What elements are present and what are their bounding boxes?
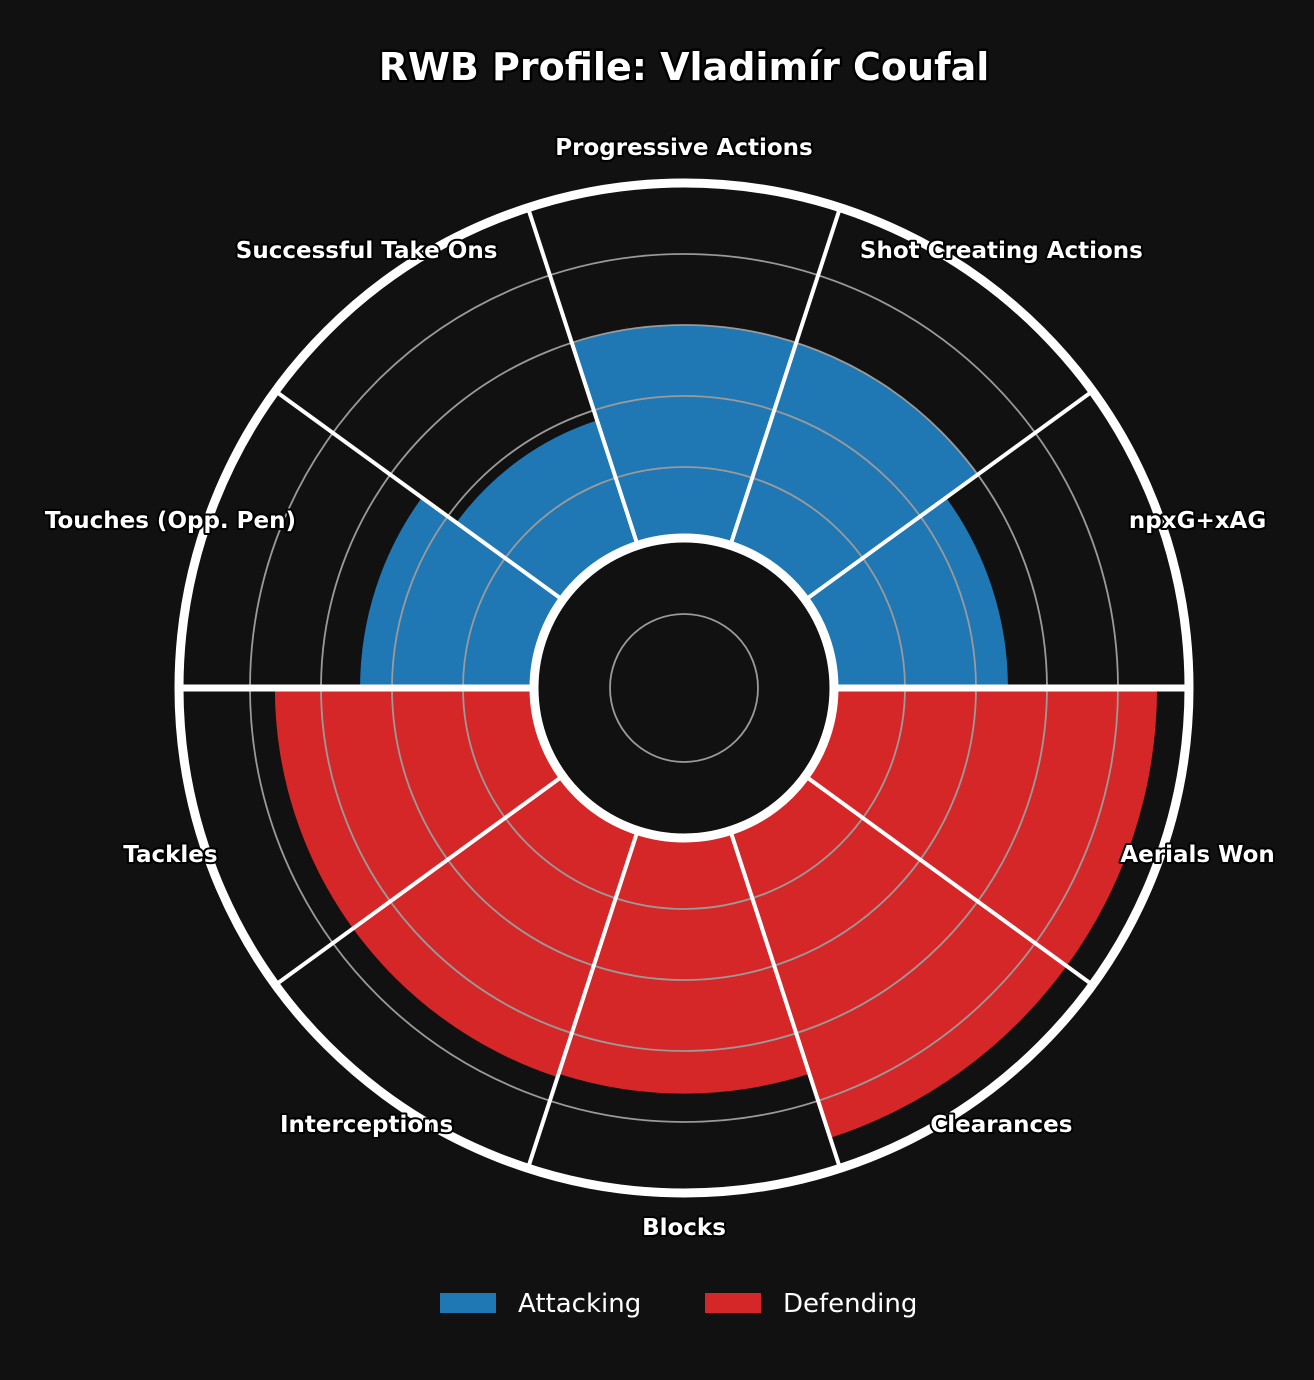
category-label: Aerials Won	[1120, 842, 1274, 868]
spoke	[526, 207, 640, 546]
category-label: Touches (Opp. Pen)	[45, 508, 296, 534]
spoke	[804, 389, 1094, 602]
bar-blocks	[558, 830, 810, 1094]
bar-progressive-actions	[571, 325, 797, 546]
chart-legend: Attacking Defending	[440, 1289, 917, 1319]
center-hub	[529, 533, 839, 843]
spoke	[804, 774, 1094, 987]
bar-touches-opp-pen	[360, 497, 563, 688]
legend-swatch-attacking	[440, 1293, 496, 1313]
spoke	[728, 830, 842, 1169]
legend-swatch-defending	[705, 1293, 761, 1313]
outer-ring	[174, 178, 1194, 1198]
chart-title: RWB Profile: Vladimír Coufal	[379, 45, 990, 89]
legend-label-defending: Defending	[783, 1289, 917, 1319]
bar-npxg-xag	[805, 497, 1008, 688]
category-label: Tackles	[123, 842, 217, 868]
category-label: Blocks	[642, 1215, 726, 1241]
polar-plot: npxG+xAG Shot Creating Actions Progressive…	[43, 133, 1277, 1243]
legend-label-attacking: Attacking	[518, 1289, 641, 1319]
spoke	[274, 774, 564, 987]
spoke	[728, 207, 842, 546]
category-label: Progressive Actions	[555, 135, 812, 161]
grid-ring-center	[609, 613, 759, 763]
bar-shot-creating-actions	[730, 342, 978, 600]
bar-interceptions	[352, 776, 638, 1078]
category-label: npxG+xAG	[1129, 508, 1266, 534]
category-label: Interceptions	[280, 1112, 453, 1138]
spoke	[274, 389, 564, 602]
category-label: Successful Take Ons	[236, 238, 498, 264]
spoke	[526, 830, 640, 1169]
category-label: Clearances	[930, 1112, 1072, 1138]
category-label: Shot Creating Actions	[860, 238, 1143, 264]
